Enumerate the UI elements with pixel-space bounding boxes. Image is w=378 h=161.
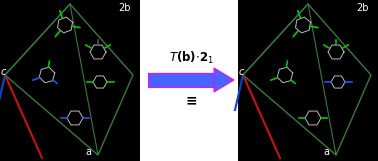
Text: c: c [1, 67, 6, 77]
Text: c: c [239, 67, 244, 77]
Text: 2b: 2b [356, 3, 369, 13]
Bar [140, 0, 238, 161]
Text: a: a [85, 147, 91, 157]
Text: $\mathit{T}$(b)$\cdot$2$_1$: $\mathit{T}$(b)$\cdot$2$_1$ [169, 50, 214, 66]
Bar [148, 73, 214, 87]
Text: 2b: 2b [118, 3, 130, 13]
Polygon shape [214, 68, 234, 92]
Text: ≡: ≡ [185, 93, 197, 107]
Text: a: a [323, 147, 329, 157]
